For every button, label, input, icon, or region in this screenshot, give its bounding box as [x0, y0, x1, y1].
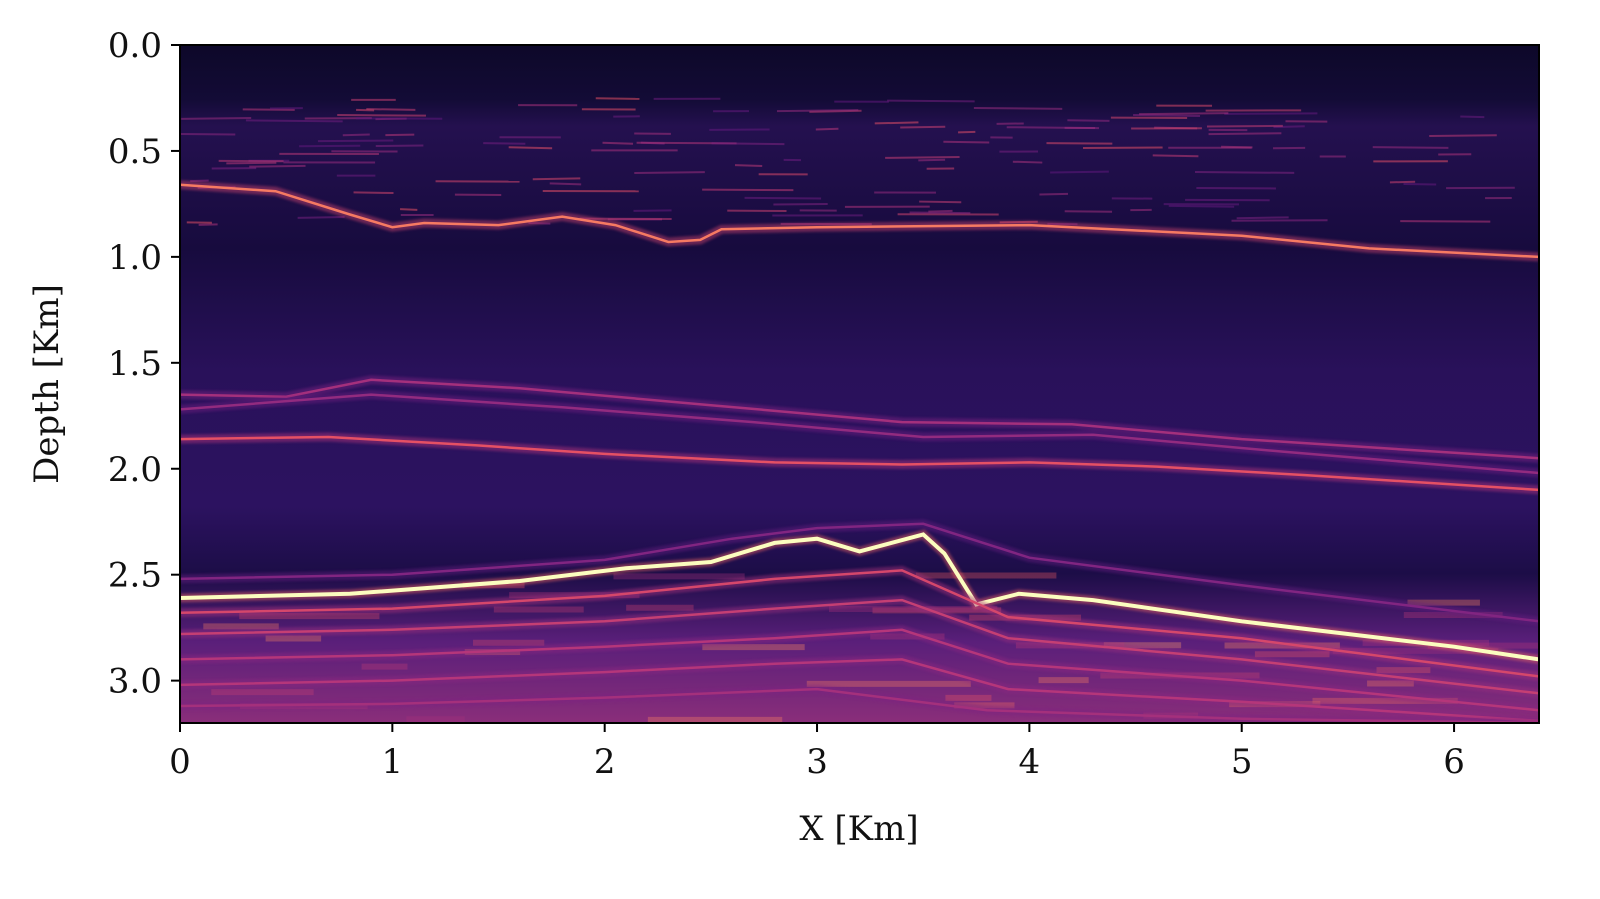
texture-streak — [1168, 204, 1235, 208]
reflector-horizon — [180, 598, 1539, 695]
texture-streak — [1221, 145, 1253, 149]
texture-streak — [190, 179, 209, 183]
y-axis-label: Depth [Km] — [27, 284, 67, 484]
x-tick-label: 1 — [382, 742, 404, 782]
texture-streak — [508, 146, 553, 150]
texture-streak — [1006, 126, 1100, 130]
reflector-horizon — [180, 393, 1539, 475]
x-tick-label: 4 — [1019, 742, 1041, 782]
texture-streak — [744, 196, 822, 200]
reflector-horizon — [180, 435, 1539, 492]
texture-streak — [1039, 192, 1069, 196]
x-tick-label: 3 — [806, 742, 828, 782]
texture-streak — [1194, 171, 1295, 174]
texture-streak — [1046, 142, 1113, 145]
texture-streak — [918, 158, 946, 162]
reflector-horizon — [180, 569, 1539, 678]
texture-streak — [1139, 112, 1229, 116]
texture-streak — [595, 97, 640, 100]
x-tick-label: 2 — [594, 742, 616, 782]
reflector-horizon — [180, 522, 1539, 623]
texture-streak — [919, 200, 962, 204]
reflector-horizon — [180, 532, 1539, 662]
texture-streak — [1152, 154, 1199, 158]
texture-streak — [928, 209, 953, 213]
texture-streak — [375, 144, 424, 148]
x-tick-label: 5 — [1231, 742, 1253, 782]
texture-streak — [887, 99, 975, 103]
texture-streak — [1460, 115, 1485, 119]
texture-streak — [885, 156, 960, 159]
texture-streak — [1231, 219, 1328, 222]
texture-streak — [1429, 134, 1497, 137]
texture-streak — [1403, 183, 1437, 186]
texture-streak — [1208, 132, 1282, 136]
texture-streak — [249, 164, 306, 168]
x-tick-label: 6 — [1443, 742, 1465, 782]
texture-streak — [815, 127, 839, 131]
texture-streak — [400, 208, 418, 211]
texture-streak — [734, 164, 763, 167]
y-tick-label: 3.0 — [108, 662, 162, 702]
y-tick-label: 1.5 — [108, 344, 162, 384]
reflector-horizon — [180, 378, 1539, 460]
x-tick-label: 0 — [169, 742, 191, 782]
texture-streak — [909, 211, 971, 215]
texture-streak — [900, 125, 946, 129]
reflector-horizon — [180, 628, 1539, 712]
texture-streak — [1273, 125, 1305, 129]
texture-streak — [1064, 210, 1113, 213]
texture-streak — [198, 223, 218, 226]
texture-streak — [1050, 170, 1109, 174]
texture-streak — [483, 142, 526, 145]
reflector-horizon — [180, 183, 1539, 259]
texture-streak — [776, 109, 859, 113]
texture-streak — [181, 117, 252, 120]
texture-streak — [1400, 220, 1491, 223]
texture-streak — [356, 108, 375, 112]
plot-frame — [179, 44, 1540, 724]
texture-streak — [958, 130, 976, 134]
y-tick-label: 1.0 — [108, 238, 162, 278]
texture-streak — [1012, 160, 1043, 164]
texture-streak — [317, 139, 394, 143]
texture-streak — [1372, 146, 1449, 149]
y-tick-label: 2.5 — [108, 556, 162, 596]
texture-streak — [874, 121, 919, 125]
texture-streak — [943, 140, 990, 144]
texture-streak — [245, 119, 343, 123]
y-tick-label: 0.0 — [108, 26, 162, 66]
y-tick-label: 2.0 — [108, 450, 162, 490]
texture-streak — [1389, 180, 1416, 184]
y-tick-label: 0.5 — [108, 132, 162, 172]
texture-streak — [549, 182, 582, 186]
texture-streak — [226, 161, 277, 165]
texture-streak — [602, 141, 634, 145]
texture-streak — [1133, 114, 1201, 117]
heatmap-reflectors — [180, 180, 1539, 723]
texture-streak — [342, 133, 370, 137]
texture-streak — [366, 108, 416, 111]
texture-streak — [353, 191, 394, 194]
x-axis-ticks: 0 1 2 3 4 5 6 — [169, 723, 1465, 782]
texture-streak — [337, 114, 426, 117]
reflector-horizon — [180, 658, 1539, 723]
texture-streak — [973, 106, 1063, 110]
texture-streak — [633, 209, 672, 212]
x-axis-label: X [Km] — [799, 809, 918, 849]
texture-streak — [299, 144, 361, 148]
y-axis-ticks: 0.0 0.5 1.0 1.5 2.0 2.5 3.0 — [108, 26, 180, 702]
plot-area — [180, 45, 1539, 723]
texture-streak — [1067, 119, 1110, 122]
reflector-horizon — [180, 687, 1539, 723]
texture-streak — [1236, 216, 1289, 220]
texture-streak — [297, 215, 345, 219]
texture-streak — [532, 177, 581, 181]
texture-streak — [634, 171, 705, 175]
texture-streak — [1206, 124, 1283, 128]
texture-streak — [711, 142, 785, 146]
